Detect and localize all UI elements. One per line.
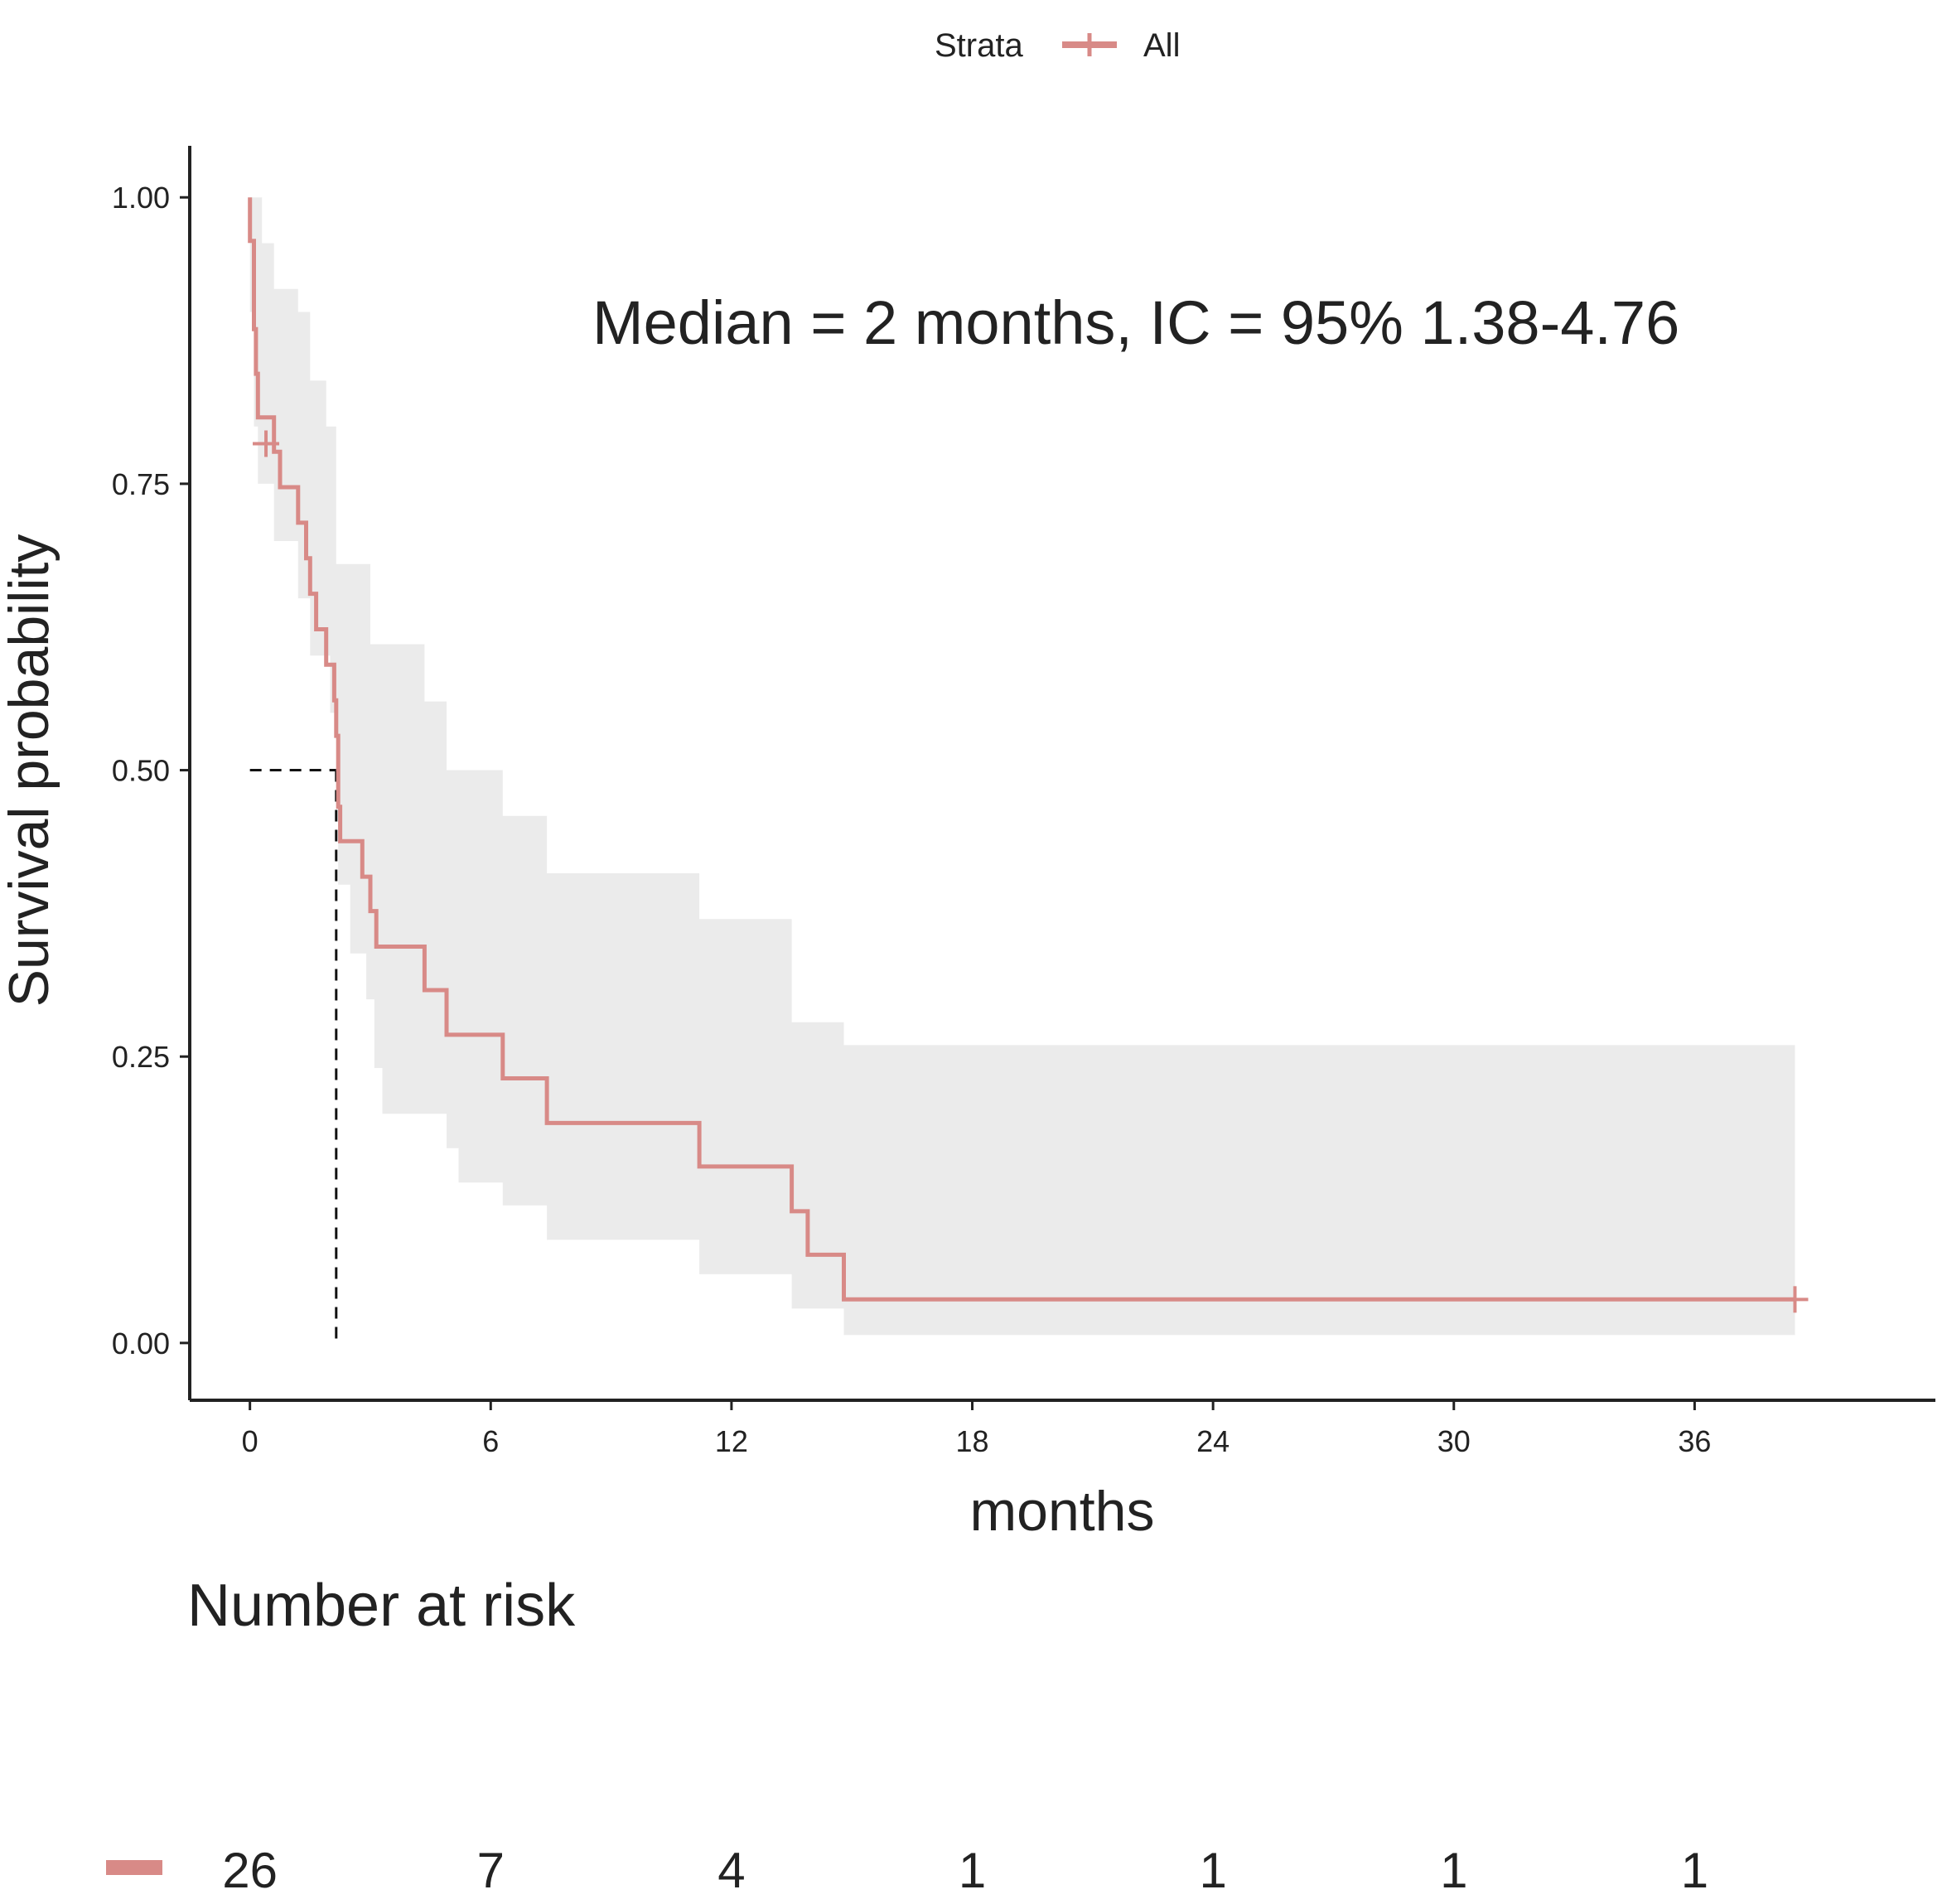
confidence-band-layer xyxy=(249,197,1795,1336)
x-tick-label: 36 xyxy=(1678,1424,1711,1458)
median-annotation: Median = 2 months, IC = 95% 1.38-4.76 xyxy=(592,288,1679,357)
risk-value: 1 xyxy=(1681,1843,1708,1898)
risk-value: 1 xyxy=(959,1843,986,1898)
y-tick-label: 0.50 xyxy=(112,754,170,788)
x-tick-label: 24 xyxy=(1196,1424,1230,1458)
legend-title: Strata xyxy=(935,27,1023,64)
censor-mark xyxy=(253,430,280,457)
survival-curve-layer xyxy=(248,197,1795,1302)
x-tick-label: 0 xyxy=(242,1424,258,1458)
risk-value: 1 xyxy=(1440,1843,1467,1898)
median-line-layer xyxy=(249,769,338,1343)
risk-value: 4 xyxy=(717,1843,745,1898)
risk-value: 26 xyxy=(222,1843,278,1898)
censor-mark-layer xyxy=(253,430,1809,1313)
survival-curve-all xyxy=(248,197,1795,1302)
y-tick-label: 1.00 xyxy=(112,181,170,215)
y-tick-label: 0.75 xyxy=(112,467,170,501)
x-axis-ticks: 0 6 12 18 24 30 36 xyxy=(242,1400,1711,1458)
x-tick-label: 12 xyxy=(715,1424,748,1458)
risk-table-values: 26 7 4 1 1 1 1 xyxy=(222,1843,1708,1898)
y-tick-label: 0.25 xyxy=(112,1040,170,1074)
legend-label: All xyxy=(1143,27,1180,64)
confidence-band xyxy=(249,197,1795,1336)
legend: Strata All xyxy=(935,27,1180,64)
y-axis-ticks: 0.00 0.25 0.50 0.75 1.00 xyxy=(112,181,190,1360)
risk-table-title: Number at risk xyxy=(187,1573,576,1639)
censor-mark xyxy=(1781,1286,1809,1313)
risk-value: 7 xyxy=(477,1843,505,1898)
x-axis-title: months xyxy=(970,1480,1155,1543)
x-tick-label: 6 xyxy=(482,1424,499,1458)
y-axis-title: Survival probability xyxy=(0,534,60,1008)
x-tick-label: 18 xyxy=(955,1424,988,1458)
y-tick-label: 0.00 xyxy=(112,1327,170,1360)
risk-value: 1 xyxy=(1199,1843,1226,1898)
x-tick-label: 30 xyxy=(1437,1424,1471,1458)
